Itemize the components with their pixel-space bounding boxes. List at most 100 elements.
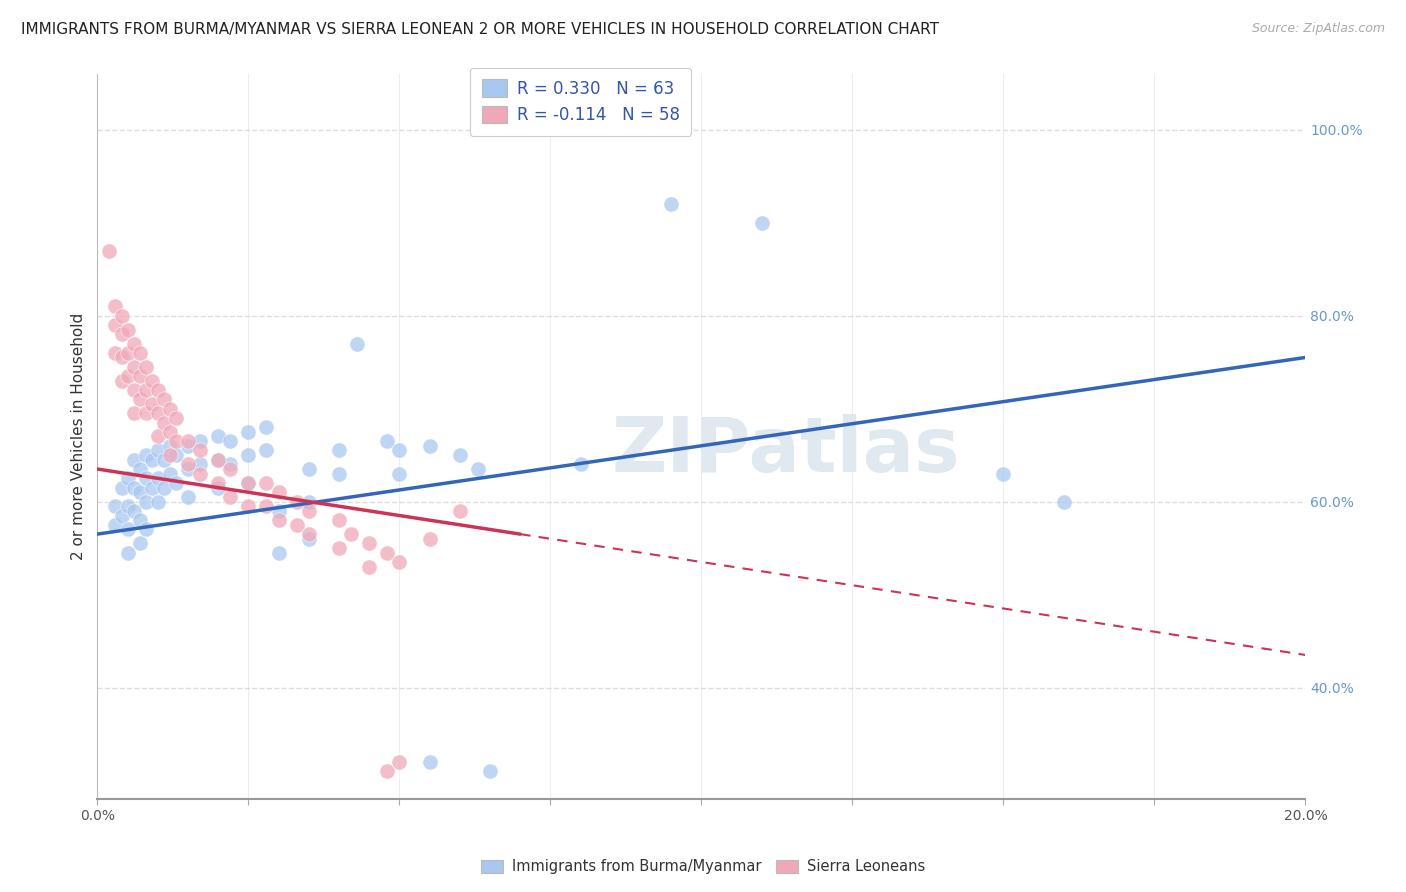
Point [110, 351, 132, 365]
Point [449, 448, 471, 462]
Point [188, 467, 211, 481]
Point [751, 216, 773, 230]
Point [328, 443, 350, 458]
Point [256, 500, 278, 514]
Point [146, 443, 169, 458]
Point [359, 536, 381, 550]
Point [152, 481, 174, 495]
Point [219, 490, 242, 504]
Point [177, 458, 200, 472]
Point [467, 462, 489, 476]
Point [159, 467, 181, 481]
Point [238, 500, 260, 514]
Point [449, 504, 471, 518]
Point [256, 420, 278, 434]
Point [388, 443, 411, 458]
Point [146, 406, 169, 420]
Point [285, 517, 308, 532]
Point [1053, 494, 1076, 508]
Point [207, 475, 229, 490]
Point [165, 448, 187, 462]
Point [285, 494, 308, 508]
Legend: R = 0.330   N = 63, R = -0.114   N = 58: R = 0.330 N = 63, R = -0.114 N = 58 [470, 68, 692, 136]
Point [159, 401, 181, 416]
Point [128, 392, 150, 407]
Point [267, 546, 290, 560]
Point [104, 299, 127, 313]
Point [267, 504, 290, 518]
Point [117, 369, 139, 384]
Point [128, 346, 150, 360]
Point [419, 532, 441, 546]
Point [122, 383, 145, 397]
Point [159, 425, 181, 439]
Point [238, 425, 260, 439]
Text: IMMIGRANTS FROM BURMA/MYANMAR VS SIERRA LEONEAN 2 OR MORE VEHICLES IN HOUSEHOLD : IMMIGRANTS FROM BURMA/MYANMAR VS SIERRA … [21, 22, 939, 37]
Point [298, 532, 321, 546]
Point [188, 458, 211, 472]
Point [207, 452, 229, 467]
Point [146, 471, 169, 485]
Point [141, 374, 163, 388]
Point [207, 481, 229, 495]
Point [993, 467, 1015, 481]
Point [298, 504, 321, 518]
Point [256, 475, 278, 490]
Point [110, 508, 132, 523]
Point [267, 485, 290, 500]
Point [219, 458, 242, 472]
Point [128, 485, 150, 500]
Point [128, 513, 150, 527]
Point [152, 416, 174, 430]
Point [128, 462, 150, 476]
Point [152, 452, 174, 467]
Point [177, 434, 200, 449]
Point [122, 504, 145, 518]
Point [419, 439, 441, 453]
Point [207, 429, 229, 443]
Point [659, 197, 682, 211]
Point [146, 494, 169, 508]
Point [135, 523, 157, 537]
Point [238, 475, 260, 490]
Point [298, 462, 321, 476]
Point [117, 546, 139, 560]
Text: Source: ZipAtlas.com: Source: ZipAtlas.com [1251, 22, 1385, 36]
Point [388, 755, 411, 769]
Point [152, 392, 174, 407]
Point [219, 434, 242, 449]
Point [141, 481, 163, 495]
Point [110, 374, 132, 388]
Point [388, 467, 411, 481]
Point [256, 443, 278, 458]
Point [375, 546, 398, 560]
Point [328, 513, 350, 527]
Point [135, 359, 157, 374]
Point [219, 462, 242, 476]
Point [146, 383, 169, 397]
Point [207, 452, 229, 467]
Point [388, 555, 411, 569]
Point [117, 471, 139, 485]
Point [159, 439, 181, 453]
Point [110, 309, 132, 323]
Point [188, 443, 211, 458]
Point [346, 336, 368, 351]
Point [328, 541, 350, 555]
Point [359, 559, 381, 574]
Point [375, 434, 398, 449]
Point [104, 318, 127, 332]
Point [569, 458, 592, 472]
Point [110, 481, 132, 495]
Point [122, 452, 145, 467]
Point [135, 383, 157, 397]
Point [177, 490, 200, 504]
Point [165, 475, 187, 490]
Point [117, 523, 139, 537]
Point [188, 434, 211, 449]
Point [298, 494, 321, 508]
Point [122, 359, 145, 374]
Point [135, 448, 157, 462]
Point [478, 764, 501, 779]
Point [110, 327, 132, 342]
